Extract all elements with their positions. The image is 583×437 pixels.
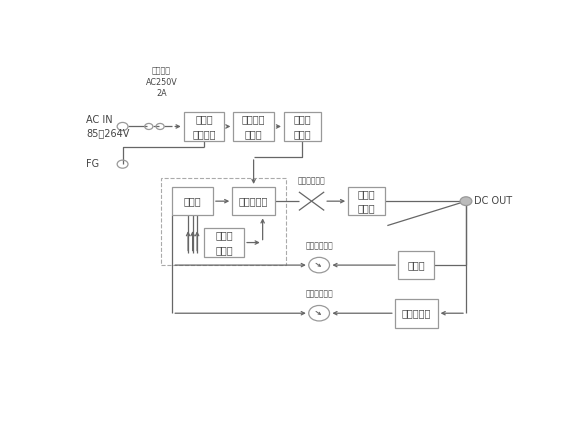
Text: FG: FG [86, 159, 100, 169]
Bar [184, 112, 224, 141]
Bar [232, 187, 275, 215]
Text: 整　流
平　滑: 整 流 平 滑 [294, 114, 311, 139]
Text: AC IN
85～264V: AC IN 85～264V [86, 115, 130, 138]
Text: 制　御: 制 御 [184, 196, 201, 206]
Bar [348, 187, 385, 215]
Text: 出力トランス: 出力トランス [298, 177, 325, 186]
Text: 突入電流
防　止: 突入電流 防 止 [242, 114, 265, 139]
Bar [284, 112, 321, 141]
Text: インバータ: インバータ [239, 196, 268, 206]
Bar [233, 112, 274, 141]
Text: ヒューズ
AC250V
2A: ヒューズ AC250V 2A [146, 67, 177, 98]
Text: 過電流
検　出: 過電流 検 出 [216, 230, 233, 255]
Bar [161, 178, 286, 265]
Text: 整　流
平　滑: 整 流 平 滑 [358, 189, 375, 214]
Bar [173, 187, 213, 215]
Bar [398, 251, 434, 279]
Circle shape [460, 197, 472, 205]
Bar [205, 228, 244, 257]
Text: 過電圧保護: 過電圧保護 [402, 308, 431, 318]
Text: DC OUT: DC OUT [474, 196, 512, 206]
Text: ノイズ
フィルタ: ノイズ フィルタ [192, 114, 216, 139]
Text: 制　御: 制 御 [408, 260, 425, 270]
Text: フォトカプラ: フォトカプラ [305, 242, 333, 251]
Text: フォトカプラ: フォトカプラ [305, 290, 333, 299]
Bar [395, 299, 438, 327]
